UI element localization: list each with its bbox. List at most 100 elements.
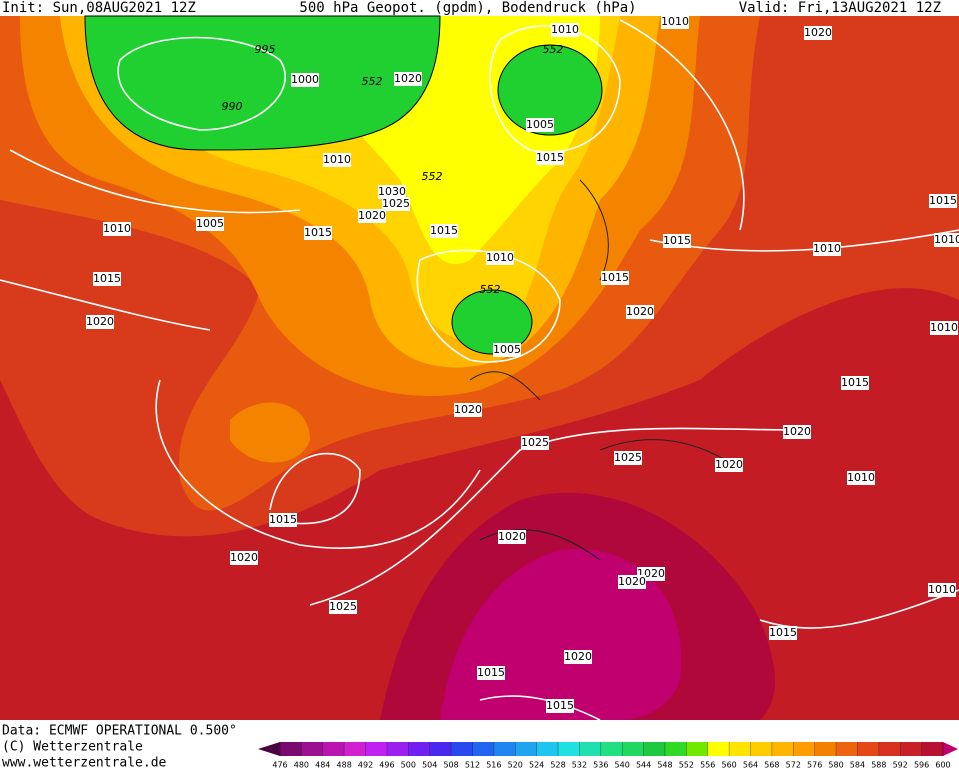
colorbar-label: 548 xyxy=(657,761,672,770)
colorbar-label: 588 xyxy=(871,761,886,770)
height-label: 552 xyxy=(422,170,443,183)
label-box xyxy=(769,626,797,640)
label-box xyxy=(382,197,410,211)
height-label: 552 xyxy=(480,283,501,296)
pressure-label: 1020 xyxy=(230,551,258,564)
colorbar-cell xyxy=(386,742,409,756)
label-box xyxy=(804,26,832,40)
label-box xyxy=(536,151,564,165)
colorbar-cell xyxy=(301,742,323,756)
pressure-label: 1020 xyxy=(358,209,386,222)
colorbar-label: 524 xyxy=(529,761,544,770)
colorbar-label: 564 xyxy=(743,761,758,770)
pressure-label: 1020 xyxy=(715,458,743,471)
pressure-label: 1005 xyxy=(493,343,521,356)
label-box xyxy=(196,217,224,231)
label-box xyxy=(841,376,869,390)
label-box xyxy=(291,73,319,87)
label-box xyxy=(929,194,957,208)
pressure-label: 1020 xyxy=(86,315,114,328)
pressure-label: 1025 xyxy=(614,451,642,464)
label-box xyxy=(454,403,482,417)
label-box xyxy=(934,233,959,247)
label-box xyxy=(783,425,811,439)
colorbar-cell xyxy=(750,742,772,756)
pressure-label: 1005 xyxy=(196,217,224,230)
colorbar-label: 488 xyxy=(337,761,352,770)
colorbar-label: 596 xyxy=(914,761,929,770)
colorbar-label: 528 xyxy=(550,761,565,770)
label-box xyxy=(928,583,956,597)
pressure-label: 1015 xyxy=(269,513,297,526)
colorbar-label: 592 xyxy=(893,761,908,770)
label-box xyxy=(498,530,526,544)
colorbar-cell xyxy=(857,742,879,756)
colorbar-label: 572 xyxy=(786,761,801,770)
label-box xyxy=(103,222,131,236)
pressure-label: 1000 xyxy=(291,73,319,86)
pressure-label: 1010 xyxy=(813,242,841,255)
pressure-label: 1015 xyxy=(430,224,458,237)
colorbar-label: 532 xyxy=(572,761,587,770)
label-box xyxy=(486,251,514,265)
pressure-label: 1010 xyxy=(934,233,959,246)
colorbar-cell xyxy=(729,742,751,756)
label-box xyxy=(269,513,297,527)
url: www.wetterzentrale.de xyxy=(2,756,167,771)
pressure-label: 1025 xyxy=(521,436,549,449)
colorbar-cell xyxy=(344,742,366,756)
pressure-label: 1015 xyxy=(93,272,121,285)
colorbar-cell xyxy=(600,742,623,756)
label-box xyxy=(847,471,875,485)
colorbar-label: 560 xyxy=(721,761,736,770)
colorbar-cell xyxy=(793,742,815,756)
colorbar-cell xyxy=(921,742,943,756)
colorbar-label: 492 xyxy=(358,761,373,770)
pressure-label: 1020 xyxy=(783,425,811,438)
colorbar-label: 544 xyxy=(636,761,651,770)
label-box xyxy=(521,436,549,450)
colorbar-cell xyxy=(322,742,345,756)
pressure-label: 1010 xyxy=(928,583,956,596)
colorbar-cell xyxy=(258,742,280,756)
label-box xyxy=(86,315,114,329)
pressure-label: 1015 xyxy=(536,151,564,164)
colorbar-label: 576 xyxy=(807,761,822,770)
pressure-label: 1030 xyxy=(378,185,406,198)
colorbar-cell xyxy=(943,742,958,756)
label-box xyxy=(230,551,258,565)
pressure-label: 1005 xyxy=(526,118,554,131)
colorbar: 476 480 484 488 492 496 500 504 508 512 516 520 524 5… xyxy=(258,742,958,770)
pressure-label: 1010 xyxy=(661,15,689,28)
colorbar-label: 580 xyxy=(828,761,843,770)
colorbar-cell xyxy=(900,742,922,756)
label-box xyxy=(930,321,958,335)
label-box xyxy=(329,600,357,614)
colorbar-cell xyxy=(408,742,430,756)
colorbar-label: 520 xyxy=(508,761,523,770)
copyright: (C) Wetterzentrale xyxy=(2,740,143,755)
colorbar-label: 476 xyxy=(272,761,287,770)
init-time: Init: Sun,08AUG2021 12Z xyxy=(2,0,196,16)
colorbar-cell xyxy=(622,742,644,756)
colorbar-label: 508 xyxy=(443,761,458,770)
colorbar-label: 584 xyxy=(850,761,865,770)
colorbar-cell xyxy=(515,742,537,756)
colorbar-cell xyxy=(579,742,601,756)
pressure-label: 1015 xyxy=(546,699,574,712)
label-box xyxy=(546,699,574,713)
pressure-label: 1020 xyxy=(804,26,832,39)
label-box xyxy=(564,650,592,664)
pressure-label: 1025 xyxy=(329,600,357,613)
pressure-label: 1010 xyxy=(103,222,131,235)
pressure-label: 1010 xyxy=(323,153,351,166)
colorbar-cell xyxy=(664,742,687,756)
label-box xyxy=(430,224,458,238)
colorbar-cell xyxy=(280,742,302,756)
label-box xyxy=(663,234,691,248)
label-box xyxy=(614,451,642,465)
pressure-label: 1015 xyxy=(663,234,691,247)
colorbar-cell xyxy=(836,742,858,756)
colorbar-label: 504 xyxy=(422,761,437,770)
colorbar-label: 484 xyxy=(315,761,330,770)
